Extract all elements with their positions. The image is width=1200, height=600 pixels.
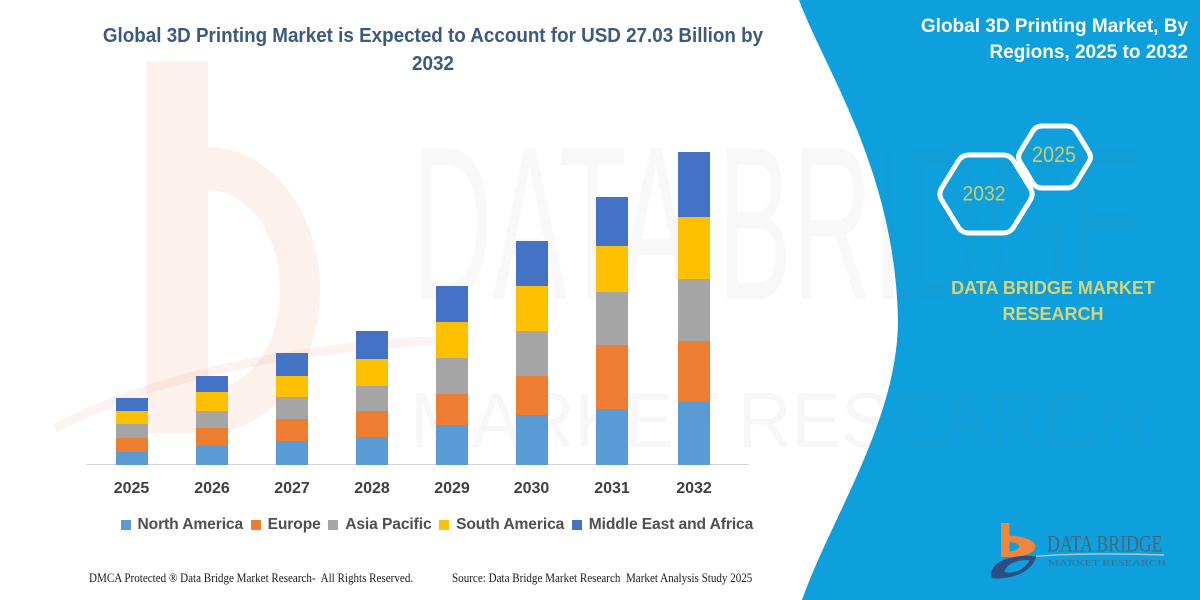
svg-text:DATA BRIDGE: DATA BRIDGE (1047, 532, 1163, 558)
svg-text:2032: 2032 (963, 182, 1006, 206)
svg-text:2025: 2025 (1032, 142, 1076, 167)
svg-text:MARKET RESEARCH: MARKET RESEARCH (1048, 558, 1166, 567)
